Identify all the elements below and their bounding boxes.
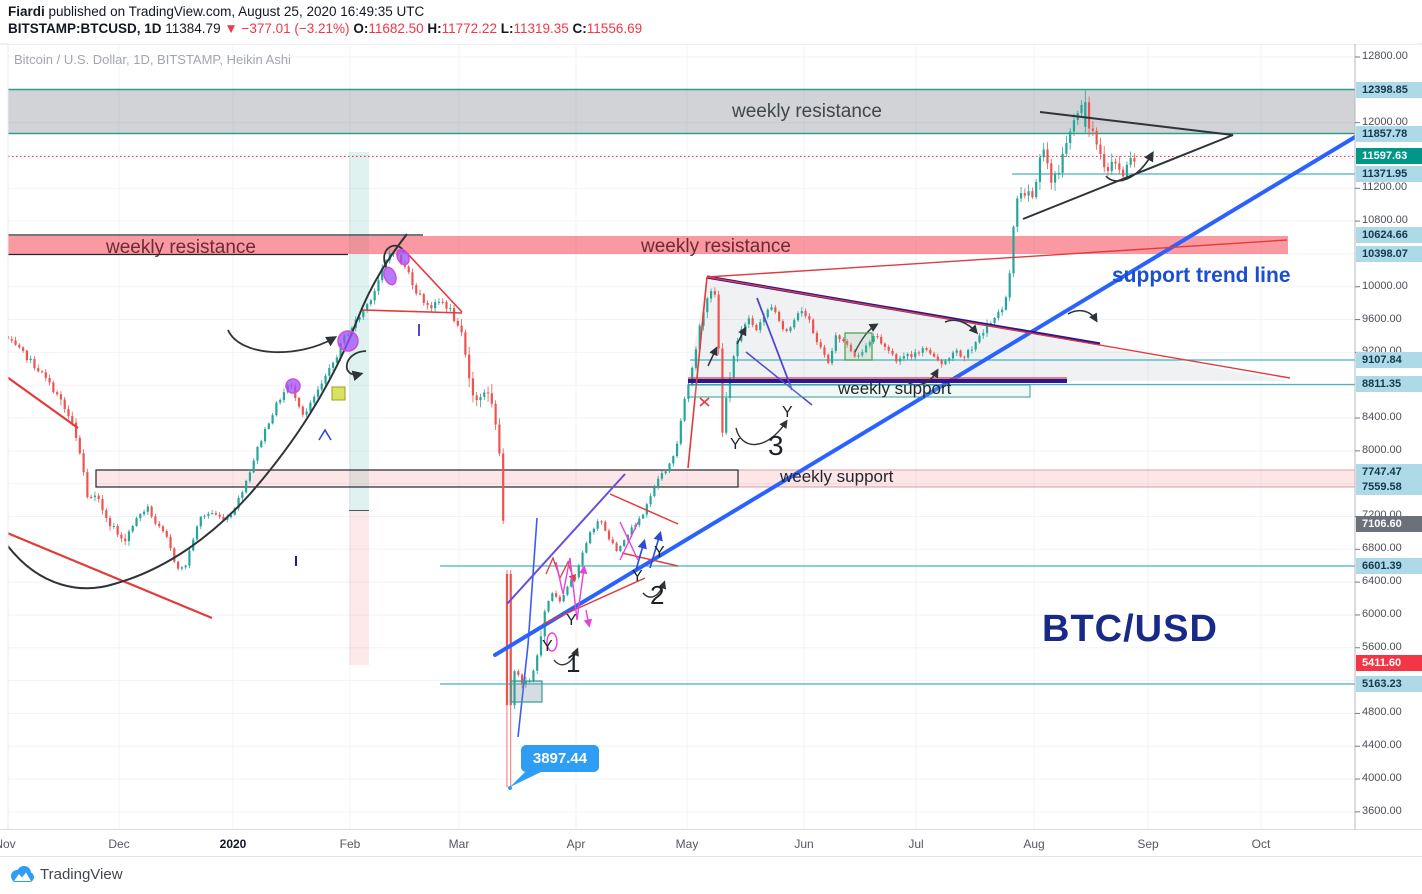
price-tick: 4800.00 xyxy=(1362,706,1402,719)
price-tick: 10800.00 xyxy=(1362,214,1408,227)
price-tick: 8000.00 xyxy=(1362,443,1402,456)
footer: TradingView xyxy=(0,857,1422,894)
price-label-gray: 7106.60 xyxy=(1356,516,1422,533)
time-axis[interactable]: Nov Dec 2020 Feb Mar Apr May Jun Jul Aug Sep Oct xyxy=(0,830,1422,856)
price-label-blue: 11857.78 xyxy=(1356,126,1422,143)
time-label: Jun xyxy=(794,837,814,851)
published-text: published on TradingView.com, August 25,… xyxy=(44,4,425,19)
purple-ellipse-1 xyxy=(383,266,397,286)
time-label: Dec xyxy=(108,837,130,851)
high-label: H: xyxy=(427,21,442,36)
open-value: 11682.50 xyxy=(368,21,424,36)
price-label-teal: 11597.63 xyxy=(1356,147,1422,164)
price-label-blue: 7747.47 xyxy=(1356,463,1422,480)
low-price-callout[interactable] xyxy=(508,745,599,790)
symbol-ohlc-row: BITSTAMP:BTCUSD, 1D 11384.79 ▼ −377.01 (… xyxy=(8,21,642,36)
price-tick: 6800.00 xyxy=(1362,542,1402,555)
time-label: Nov xyxy=(0,837,16,851)
indigo-lines[interactable] xyxy=(295,297,813,738)
parabolic-curve xyxy=(8,233,408,590)
time-label: Apr xyxy=(566,837,586,851)
time-label: Mar xyxy=(448,837,470,851)
weekly-support-rect xyxy=(95,469,739,488)
vertical-pink-stripe xyxy=(349,510,369,665)
price-tick: 6000.00 xyxy=(1362,607,1402,620)
purple-ellipse-2 xyxy=(396,248,410,266)
price-label-blue: 8811.35 xyxy=(1356,376,1422,393)
red-trendlines[interactable] xyxy=(0,239,1291,625)
heikin-ashi-candles xyxy=(8,89,1136,788)
grid-lines xyxy=(8,44,1355,830)
price-tick: 12800.00 xyxy=(1362,50,1408,62)
support-trendline[interactable] xyxy=(493,135,1355,657)
price-tick: 3600.00 xyxy=(1362,804,1402,817)
magenta-wave-lines[interactable] xyxy=(546,521,639,652)
low-value: 11319.35 xyxy=(513,21,569,36)
price-tick: 8400.00 xyxy=(1362,411,1402,424)
pennant-lines xyxy=(1022,111,1234,220)
time-label: Feb xyxy=(339,837,361,851)
purple-circle-large xyxy=(337,330,359,352)
price-change: ▼ −377.01 (−3.21%) xyxy=(224,21,350,36)
zones-layer xyxy=(8,88,1355,685)
price-tick: 9600.00 xyxy=(1362,312,1402,325)
price-label-blue: 10398.07 xyxy=(1356,246,1422,263)
time-label: Aug xyxy=(1023,837,1045,851)
wedge-fill xyxy=(688,277,1290,381)
time-label: May xyxy=(675,837,699,851)
high-value: 11772.22 xyxy=(441,21,497,36)
price-tick: 6400.00 xyxy=(1362,575,1402,588)
purple-circle-small xyxy=(285,378,301,394)
zone-weekly-resistance-mid xyxy=(8,236,1288,254)
price-label-blue: 7559.58 xyxy=(1356,478,1422,495)
price-tick: 12000.00 xyxy=(1362,115,1408,128)
plot-borders xyxy=(0,43,1422,857)
tradingview-brand-text[interactable]: TradingView xyxy=(40,866,123,883)
black-annotations[interactable] xyxy=(7,111,1234,666)
byline: Fiardi published on TradingView.com, Aug… xyxy=(8,4,424,19)
price-label-blue: 12398.85 xyxy=(1356,81,1422,98)
price-label-blue: 11371.95 xyxy=(1356,166,1422,183)
price-label-blue: 10624.66 xyxy=(1356,227,1422,244)
header: Fiardi published on TradingView.com, Aug… xyxy=(8,0,1418,44)
zone-weekly-support xyxy=(96,470,1355,487)
time-label: Jul xyxy=(908,837,924,851)
price-tick: 11200.00 xyxy=(1362,181,1408,194)
time-label: Sep xyxy=(1137,837,1159,851)
price-label-blue: 6601.39 xyxy=(1356,557,1422,574)
price-tick: 4400.00 xyxy=(1362,739,1402,752)
tradingview-logo-icon[interactable] xyxy=(8,865,36,885)
price-label-red: 5411.60 xyxy=(1356,655,1422,672)
price-axis[interactable]: 12800.00 12000.00 11200.00 10800.00 10000.00… xyxy=(1356,44,1422,830)
drawings-layer[interactable] xyxy=(0,111,1355,790)
close-label: C: xyxy=(572,21,587,36)
june-box xyxy=(844,332,873,361)
last-price: 11384.79 xyxy=(165,21,221,36)
price-label-blue: 9107.84 xyxy=(1356,351,1422,368)
time-label: 2020 xyxy=(219,837,247,851)
open-label: O: xyxy=(353,21,369,36)
price-tick: 4000.00 xyxy=(1362,772,1402,785)
march-low-box xyxy=(510,680,543,703)
price-tick: 5600.00 xyxy=(1362,640,1402,653)
author-name: Fiardi xyxy=(8,4,45,19)
support-underline-box xyxy=(687,384,1031,398)
zone-weekly-resistance-top xyxy=(8,90,1355,133)
ellipse-markers[interactable] xyxy=(285,247,411,401)
symbol-label[interactable]: BITSTAMP:BTCUSD, 1D xyxy=(8,21,162,36)
yellow-square-marker xyxy=(331,386,346,401)
range-boxes[interactable] xyxy=(510,332,1031,703)
price-tick: 10000.00 xyxy=(1362,279,1408,292)
close-value: 11556.69 xyxy=(586,21,643,36)
low-label: L: xyxy=(500,21,514,36)
price-label-blue: 5163.23 xyxy=(1356,675,1422,692)
time-label: Oct xyxy=(1251,837,1271,851)
